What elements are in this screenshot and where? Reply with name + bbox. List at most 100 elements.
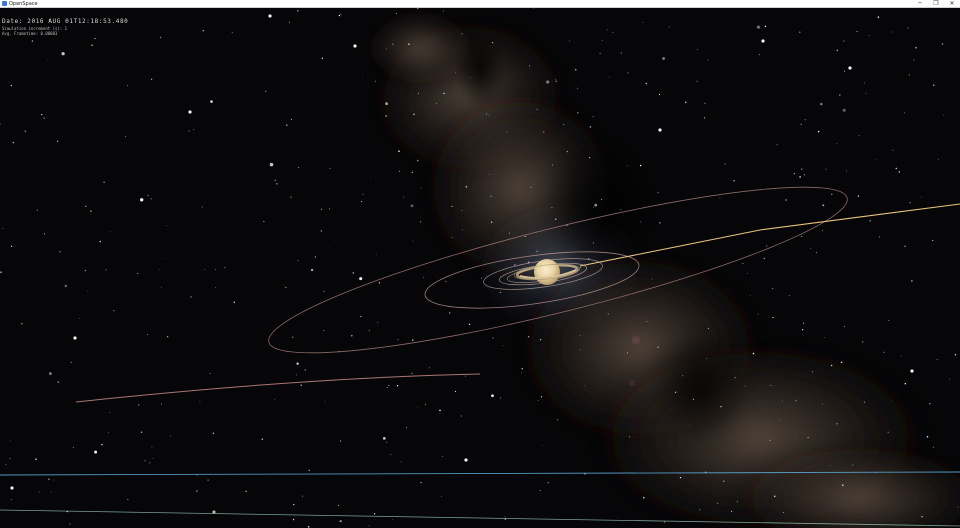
star	[0, 123, 2, 125]
star	[295, 374, 297, 376]
star	[41, 113, 43, 116]
star	[196, 490, 198, 492]
star	[506, 131, 508, 133]
star	[362, 193, 364, 195]
bright-star	[10, 486, 14, 490]
star	[231, 32, 233, 34]
space-viewport[interactable]: Date: 2016 AUG 01T12:18:53.480 Simulatio…	[0, 8, 960, 528]
star	[911, 280, 913, 282]
star	[420, 481, 422, 484]
star	[785, 199, 788, 201]
star	[723, 480, 725, 482]
star	[170, 435, 172, 437]
star	[546, 80, 550, 84]
star	[245, 490, 247, 493]
star	[465, 375, 467, 377]
star	[685, 101, 687, 103]
star	[836, 49, 839, 52]
star	[212, 510, 216, 514]
star	[536, 109, 538, 111]
hud-date: Date: 2016 AUG 01T12:18:53.480	[2, 18, 129, 25]
star	[719, 197, 721, 199]
star	[424, 403, 427, 406]
star	[385, 102, 388, 106]
star	[166, 336, 169, 338]
star	[626, 352, 629, 354]
star	[763, 257, 766, 260]
star	[451, 205, 453, 208]
star	[445, 281, 447, 282]
star	[707, 59, 709, 61]
star	[207, 479, 209, 481]
star	[298, 166, 300, 169]
star	[374, 80, 376, 82]
star	[24, 130, 27, 132]
star	[159, 36, 162, 39]
title-bar[interactable]: OpenSpace ─ ❐ ✕	[0, 0, 960, 8]
star	[31, 40, 34, 42]
star	[504, 516, 506, 518]
star	[536, 250, 538, 252]
star	[302, 495, 304, 497]
star	[339, 520, 342, 523]
bright-star	[658, 128, 662, 132]
star	[508, 232, 510, 234]
star	[127, 85, 129, 87]
star	[730, 510, 733, 513]
star	[877, 16, 880, 18]
star	[441, 495, 443, 498]
star	[801, 168, 803, 170]
star	[419, 221, 422, 223]
star	[800, 235, 802, 237]
star	[795, 399, 797, 402]
star	[396, 385, 399, 387]
star	[490, 221, 493, 223]
star	[716, 502, 719, 505]
star	[720, 405, 722, 408]
maximize-button[interactable]: ❐	[933, 0, 939, 7]
star	[36, 209, 38, 211]
star	[105, 269, 107, 271]
star	[888, 319, 890, 321]
star	[537, 399, 539, 402]
star	[742, 263, 744, 265]
star	[521, 372, 522, 374]
star	[9, 457, 11, 459]
star	[360, 315, 362, 318]
star	[608, 76, 610, 78]
star	[825, 168, 827, 170]
star	[594, 203, 598, 207]
star	[48, 372, 52, 376]
star	[816, 251, 818, 253]
star	[352, 272, 354, 274]
star	[556, 419, 559, 421]
star	[909, 201, 911, 204]
star	[338, 14, 341, 17]
star	[891, 400, 892, 402]
star	[160, 286, 162, 288]
star	[158, 269, 160, 271]
star	[417, 406, 418, 408]
window-title: OpenSpace	[9, 1, 38, 7]
saturn-icon[interactable]	[513, 259, 581, 285]
close-button[interactable]: ✕	[949, 0, 955, 7]
star	[830, 364, 833, 367]
star	[50, 491, 52, 493]
star	[214, 269, 216, 270]
star	[579, 266, 581, 268]
star	[793, 172, 796, 175]
star	[109, 231, 111, 233]
bright-star	[268, 14, 272, 18]
star	[774, 495, 776, 497]
star	[657, 346, 659, 348]
star	[416, 159, 419, 162]
star	[420, 187, 422, 189]
star	[563, 123, 565, 125]
star	[807, 436, 809, 438]
star	[640, 221, 642, 223]
star	[323, 290, 325, 293]
star	[707, 327, 709, 329]
star	[620, 209, 622, 211]
star	[64, 284, 68, 288]
minimize-button[interactable]: ─	[918, 0, 922, 7]
